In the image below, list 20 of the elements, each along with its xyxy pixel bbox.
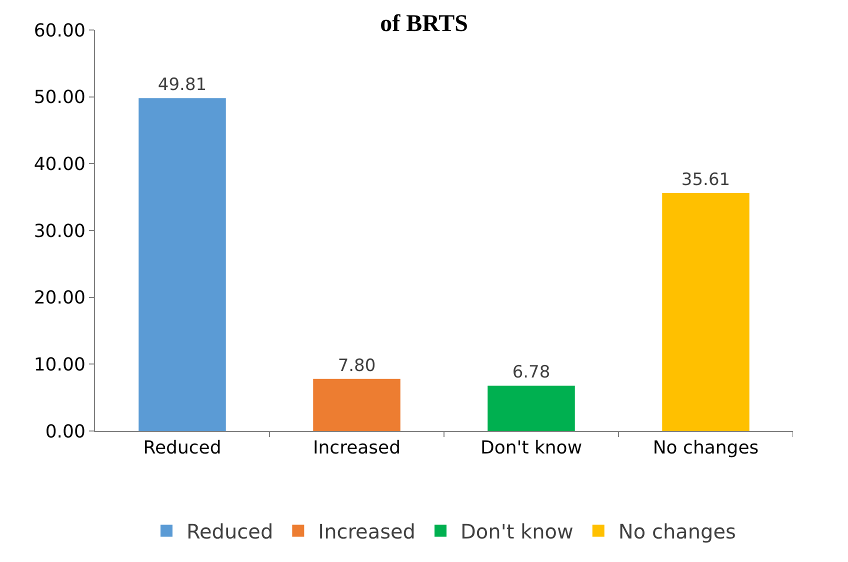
y-tick-label: 40.00	[34, 154, 86, 175]
data-label: 49.81	[158, 75, 207, 96]
x-tick-label: No changes	[652, 438, 759, 459]
data-label: 7.80	[338, 356, 376, 376]
legend-label: Reduced	[186, 520, 274, 544]
x-tick-label: Don't know	[480, 438, 582, 459]
y-tick-label: 20.00	[34, 288, 86, 309]
legend-label: Increased	[318, 520, 416, 544]
y-tick-label: 30.00	[34, 220, 86, 242]
legend-label: Don't know	[460, 520, 574, 544]
y-tick-label: 10.00	[34, 354, 86, 376]
data-label: 35.61	[681, 170, 730, 190]
chart-title: of BRTS	[380, 10, 468, 37]
y-tick-label: 60.00	[34, 20, 86, 42]
data-label: 6.78	[512, 362, 550, 383]
legend-label: No changes	[618, 520, 736, 544]
x-tick-label: Reduced	[143, 438, 222, 459]
y-tick-label: 0.00	[45, 421, 86, 442]
y-tick-label: 50.00	[34, 87, 86, 108]
x-tick-label: Increased	[312, 438, 401, 459]
